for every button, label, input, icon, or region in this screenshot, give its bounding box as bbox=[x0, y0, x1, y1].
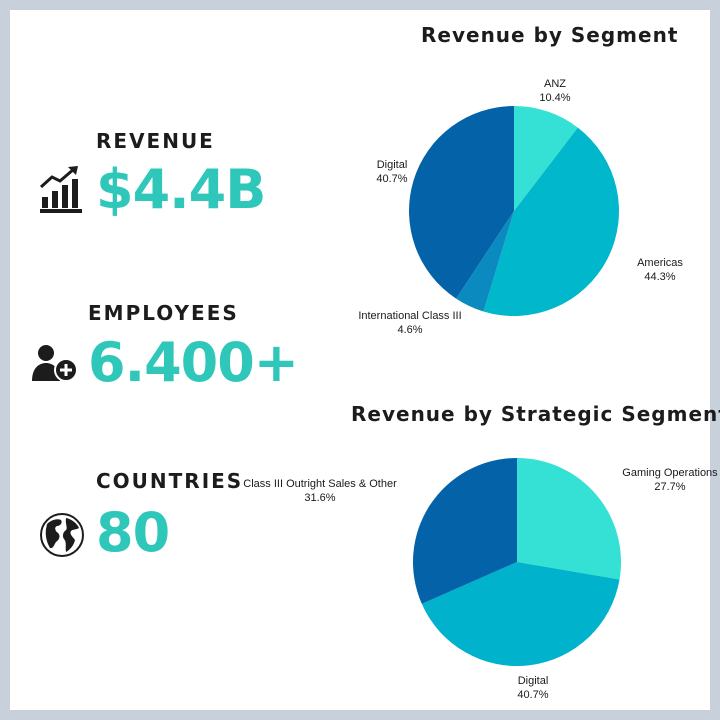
pie-slice-digital bbox=[409, 106, 514, 299]
employees-label: EMPLOYEES bbox=[88, 301, 239, 325]
pie-slice-class-iii-outright-sales-other bbox=[412, 458, 517, 604]
slice-label-gaming-operations: Gaming Operations 27.7% bbox=[622, 467, 718, 493]
pie-slice-americas bbox=[483, 127, 619, 316]
employees-value: 6.400+ bbox=[88, 331, 299, 394]
bar-chart-growth-icon bbox=[39, 166, 82, 213]
slice-label-anz: ANZ 10.4% bbox=[539, 78, 570, 104]
globe-icon bbox=[40, 513, 84, 557]
revenue-label: REVENUE bbox=[96, 129, 215, 153]
chart-title-revenue-by-strategic-segment: Revenue by Strategic Segment bbox=[351, 402, 720, 426]
slice-label-class-iii-outright-sales-other: Class III Outright Sales & Other 31.6% bbox=[243, 478, 397, 504]
countries-label: COUNTRIES bbox=[96, 469, 244, 493]
pie-slice-international-class-iii bbox=[456, 211, 514, 312]
slice-label-digital: Digital 40.7% bbox=[376, 159, 407, 185]
pie-chart-revenue-by-segment: ANZ 10.4% Americas 44.3% International Class… bbox=[358, 78, 683, 336]
slice-label-americas: Americas 44.3% bbox=[637, 257, 683, 283]
infographic-card: REVENUE $4.4B EMPLOYEES 6.400+ COUNTRIES… bbox=[10, 10, 720, 710]
revenue-value: $4.4B bbox=[96, 158, 266, 221]
pie-chart-revenue-by-strategic-segment: Gaming Operations 27.7% Digital 40.7% Class … bbox=[243, 458, 718, 701]
pie-slice-gaming-operations bbox=[517, 458, 622, 580]
countries-value: 80 bbox=[96, 501, 170, 564]
pie-slice-anz bbox=[514, 106, 578, 211]
add-user-icon bbox=[32, 345, 78, 382]
pie-slice-digital bbox=[421, 562, 620, 667]
slice-label-international-class-iii: International Class III 4.6% bbox=[358, 310, 461, 336]
slice-label-digital: Digital 40.7% bbox=[517, 675, 548, 701]
chart-title-revenue-by-segment: Revenue by Segment bbox=[421, 23, 679, 47]
